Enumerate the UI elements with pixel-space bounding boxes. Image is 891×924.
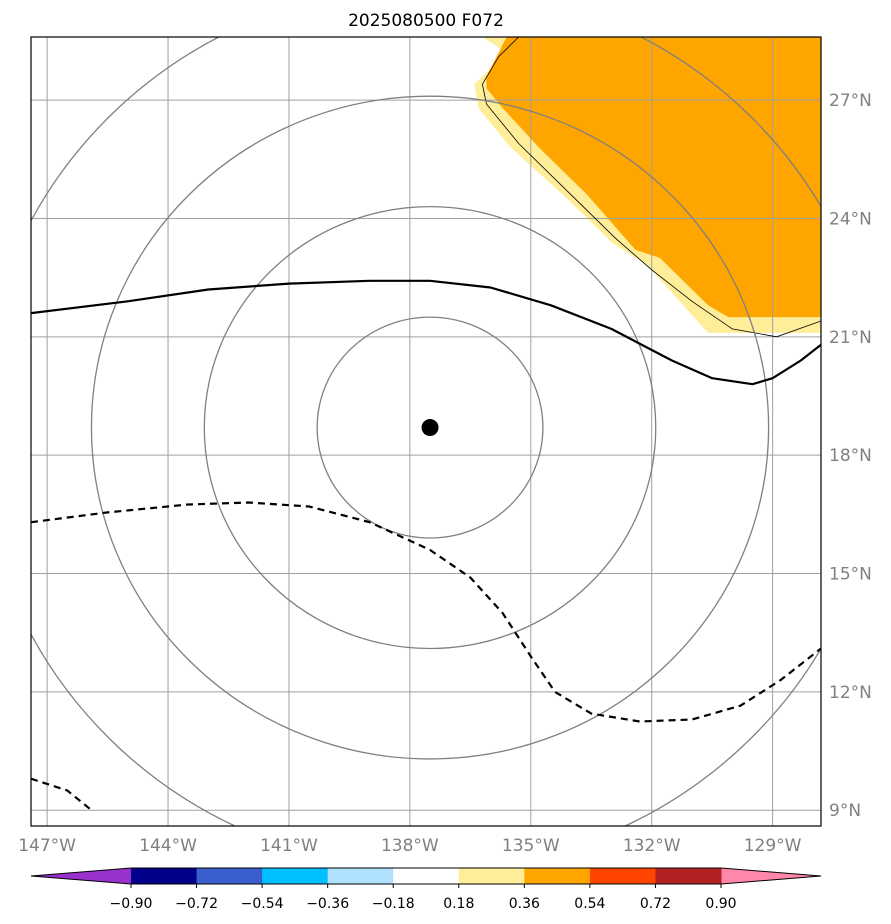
storm-center-marker — [421, 419, 439, 437]
latitude-tick-label: 24°N — [829, 209, 872, 229]
longitude-tick-label: 138°W — [381, 836, 439, 856]
longitude-tick-label: 132°W — [623, 836, 681, 856]
colorbar-tick-label: −0.36 — [306, 896, 349, 912]
colorbar-over-extension — [721, 868, 821, 884]
colorbar-tick-label: 0.54 — [574, 896, 605, 912]
colorbar-under-extension — [31, 868, 131, 884]
latitude-tick-label: 15°N — [829, 565, 872, 585]
positive-contour — [31, 279, 821, 386]
range-ring — [203, 205, 657, 650]
longitude-tick-label: 144°W — [139, 836, 197, 856]
longitude-tick-label: 129°W — [744, 836, 802, 856]
colorbar-segment — [327, 868, 394, 884]
range-ring — [90, 95, 770, 760]
colorbar-segment — [524, 868, 591, 884]
colorbar-segment — [262, 868, 329, 884]
latitude-tick-label: 9°N — [829, 801, 861, 821]
colorbar-tick-label: 0.18 — [443, 896, 474, 912]
colorbar-tick-label: −0.72 — [175, 896, 218, 912]
anomaly-region — [486, 37, 821, 318]
colorbar-tick-label: 0.90 — [705, 896, 736, 912]
colorbar-segment — [589, 868, 656, 884]
land-outline — [481, 37, 821, 338]
negative-contour — [31, 501, 821, 723]
colorbar-tick-label: −0.54 — [241, 896, 284, 912]
colorbar-tick-label: 0.72 — [640, 896, 671, 912]
colorbar: −0.90 −0.72 −0.54 −0.36 −0.18 0.18 0.36 0.54 0.7… — [30, 867, 822, 912]
map-plot-area — [31, 37, 821, 826]
map-axes: 27°N 24°N 21°N 18°N 15°N 12°N 9°N 147°W 144°W 141… — [18, 36, 872, 856]
longitude-tick-label: 135°W — [502, 836, 560, 856]
latitude-tick-label: 21°N — [829, 328, 872, 348]
latitude-tick-label: 18°N — [829, 446, 872, 466]
colorbar-segment — [196, 868, 263, 884]
colorbar-tick-label: −0.18 — [372, 896, 415, 912]
colorbar-tick-label: −0.90 — [110, 896, 153, 912]
longitude-tick-label: 141°W — [260, 836, 318, 856]
colorbar-segment — [131, 868, 198, 884]
latitude-tick-label: 12°N — [829, 683, 872, 703]
negative-contour — [31, 777, 93, 812]
latitude-tick-label: 27°N — [829, 91, 872, 111]
map-title: 2025080500 F072 — [348, 11, 504, 31]
map-frame — [30, 36, 822, 827]
colorbar-tick-label: 0.36 — [509, 896, 540, 912]
colorbar-segment — [655, 868, 722, 884]
colorbar-segment — [393, 868, 460, 884]
longitude-tick-label: 147°W — [18, 836, 76, 856]
range-ring — [316, 316, 544, 539]
colorbar-segment — [458, 868, 525, 884]
